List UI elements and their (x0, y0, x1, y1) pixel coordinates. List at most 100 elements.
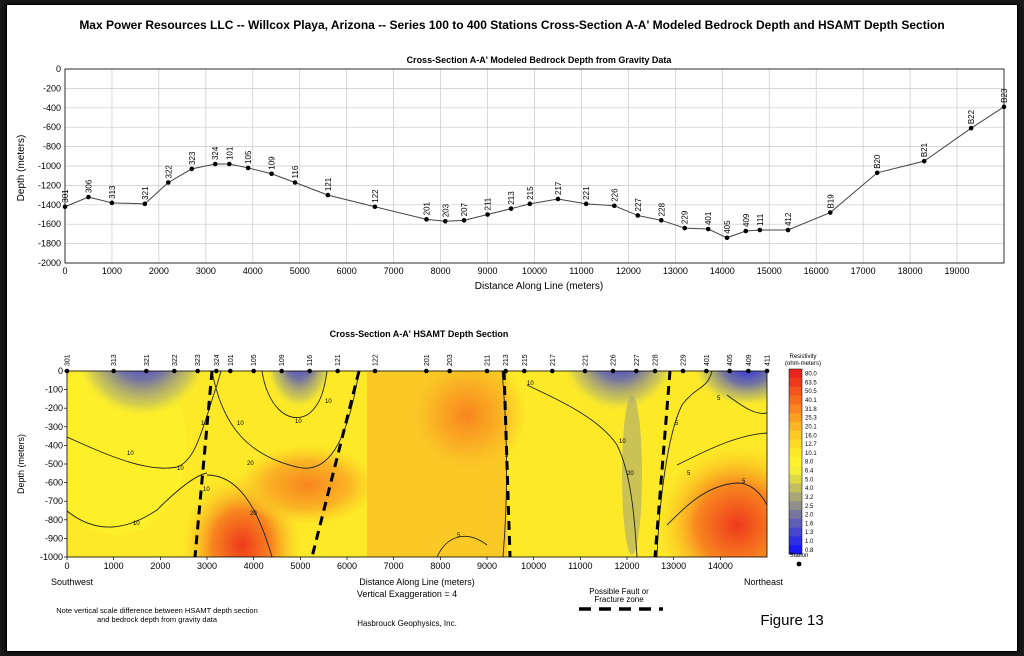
hsamt-station (228, 368, 233, 374)
low-zone-1 (72, 371, 212, 447)
hsamt-x-tick-label: 6000 (337, 561, 357, 571)
gravity-point-label: 226 (610, 188, 619, 202)
legend-level-label: 40.1 (805, 398, 817, 404)
gravity-point-label: 201 (423, 201, 432, 215)
hsamt-x-axis-label: Distance Along Line (meters) (359, 577, 475, 587)
footnote-line1: Note vertical scale difference between H… (56, 606, 258, 615)
legend-border (788, 368, 803, 555)
legend-title-line2: (ohm-meters) (785, 361, 821, 367)
contour-line (676, 432, 767, 466)
hsamt-x-tick-label: 3000 (197, 561, 217, 571)
legend-swatch (789, 448, 802, 458)
hsamt-station-label: 324 (214, 354, 221, 366)
legend-level-label: 0.8 (805, 548, 814, 554)
hsamt-station (111, 368, 116, 374)
gravity-x-axis-label: Distance Along Line (meters) (475, 281, 603, 292)
hsamt-station-label: 227 (634, 354, 641, 366)
gravity-point (527, 201, 533, 207)
hsamt-y-tick-label: 0 (58, 366, 63, 376)
gravity-point (743, 228, 749, 234)
legend-swatch (789, 465, 802, 476)
hsamt-depth-section: Cross-Section A-A' HSAMT Depth Section (16, 329, 821, 611)
gravity-point-label: B22 (967, 109, 976, 124)
legend-level-label: 8.0 (805, 460, 814, 466)
gravity-point-label: 116 (291, 165, 300, 178)
gravity-point (757, 227, 763, 233)
gravity-point (508, 206, 514, 211)
zone-center-hot (407, 371, 527, 475)
hsamt-station-label: 105 (251, 354, 258, 366)
contour-label: 5 (457, 533, 461, 539)
hsamt-stations: 301 313 321 322 323 324 101 105 109 116 121 122 201 2… (65, 354, 772, 374)
gravity-point-label: 215 (526, 186, 535, 200)
contour-label: 10 (237, 421, 244, 427)
legend-swatch (789, 369, 802, 379)
hsamt-y-tick-label: -900 (45, 533, 63, 543)
hsamt-station-label: 203 (447, 354, 454, 366)
gravity-y-tick-label: -1400 (38, 200, 61, 210)
hsamt-x-tick-label: 8000 (430, 561, 450, 571)
gravity-point-label: 121 (324, 177, 333, 191)
contour-label: 10 (127, 451, 134, 457)
gravity-point (142, 201, 148, 207)
hsamt-station-label: 323 (195, 354, 202, 366)
gravity-axes: 0 1000 2000 3000 4000 5000 6000 7000 8000 9000 100… (38, 64, 1005, 276)
gravity-point (325, 192, 331, 198)
figure-label: Figure 13 (760, 612, 823, 629)
contour-line (666, 482, 767, 526)
gravity-point-label: B23 (1000, 88, 1009, 103)
low-zone-5 (622, 395, 642, 555)
legend-level-label: 1.3 (805, 530, 814, 536)
gravity-point-label: B20 (873, 154, 882, 169)
legend-title-line1: Resistivity (789, 354, 816, 360)
hsamt-station (610, 368, 616, 374)
page-title: Max Power Resources LLC -- Willcox Playa… (79, 18, 944, 32)
gravity-y-tick-label: -1600 (38, 219, 61, 229)
legend-swatch (789, 386, 802, 396)
fault-line (502, 371, 512, 557)
legend-swatch (789, 474, 802, 484)
gravity-point-label: 322 (164, 165, 173, 179)
hsamt-station-label: 411 (765, 355, 772, 366)
gravity-point-label: 306 (84, 179, 93, 193)
gravity-point (827, 210, 833, 215)
legend-swatch (789, 545, 802, 555)
legend-swatch (789, 518, 802, 528)
contour-label: 10 (527, 381, 534, 387)
contour-label: 10 (295, 419, 302, 425)
hsamt-station (503, 368, 508, 374)
gravity-x-tick-label: 4000 (243, 266, 263, 276)
gravity-depth-chart: Cross-Section A-A' Modeled Bedrock Depth… (16, 55, 1009, 292)
gravity-y-tick-label: -400 (43, 103, 61, 113)
gravity-point-label: 101 (225, 146, 234, 160)
contour-label: 20 (250, 511, 257, 517)
hsamt-station-label: 221 (583, 354, 590, 366)
gravity-point (635, 213, 641, 218)
hsamt-x-tick-label: 0 (64, 561, 69, 571)
gravity-x-tick-label: 18000 (898, 266, 923, 276)
hsamt-y-tick-label: -200 (45, 403, 63, 413)
northeast-label: Northeast (744, 577, 784, 587)
gravity-point-label: 211 (484, 197, 493, 210)
hsamt-station (582, 368, 588, 374)
gravity-x-tick-label: 2000 (149, 266, 169, 276)
gravity-x-tick-label: 12000 (616, 266, 641, 276)
gravity-point-label: 323 (188, 151, 197, 165)
gravity-y-tick-label: -800 (43, 142, 61, 152)
southwest-label: Southwest (51, 577, 94, 587)
footnote-line2: and bedrock depth from gravity data (97, 615, 218, 624)
gravity-point-label: 213 (507, 191, 516, 205)
legend-station-label: Station (790, 553, 809, 559)
legend-swatches (788, 368, 803, 555)
hsamt-station (144, 368, 149, 374)
gravity-x-tick-label: 5000 (290, 266, 310, 276)
hsamt-station (652, 368, 658, 374)
gravity-y-axis-label: Depth (meters) (16, 135, 27, 202)
hsamt-x-tick-label: 11000 (568, 561, 592, 571)
hsamt-chart-title: Cross-Section A-A' HSAMT Depth Section (330, 329, 509, 339)
vertical-exaggeration: Vertical Exaggeration = 4 (357, 589, 457, 599)
legend-swatch (789, 395, 802, 405)
fault-line (193, 371, 214, 557)
gravity-point (785, 227, 791, 233)
hsamt-station-label: 101 (228, 354, 235, 366)
